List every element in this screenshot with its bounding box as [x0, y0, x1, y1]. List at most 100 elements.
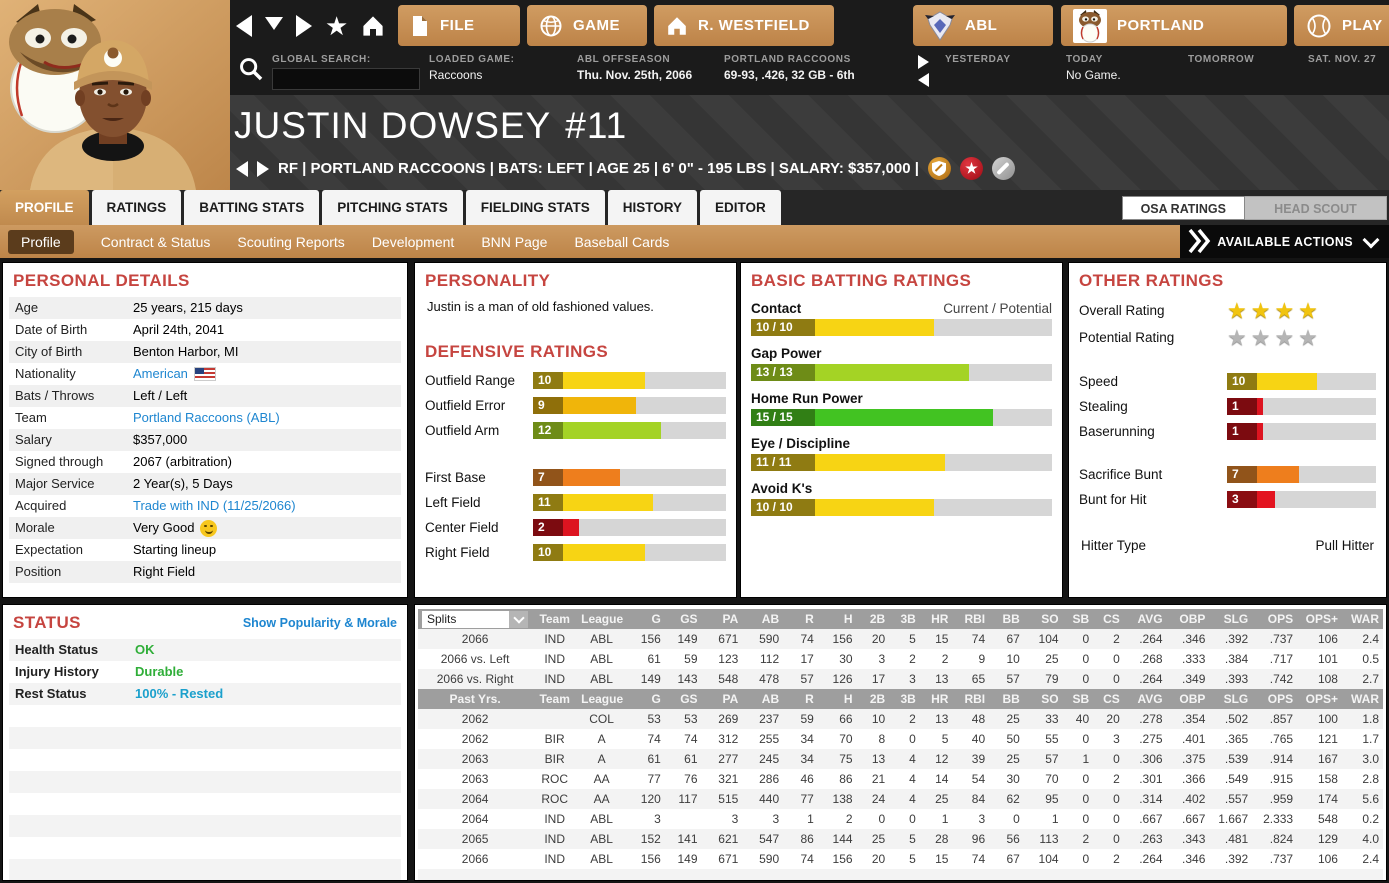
- stats-row-2065-ind[interactable]: 2065 IND ABL 152 141 621 547 86 144 25 5 28 96 56 113 2…: [418, 829, 1383, 849]
- stats-cell: 0: [878, 812, 886, 826]
- tab-pitching-stats[interactable]: PITCHING STATS: [322, 190, 463, 225]
- stats-cell: 56: [989, 829, 1024, 849]
- rating-value-box: 10: [533, 372, 563, 389]
- personality-text: Justin is a man of old fashioned values.: [427, 299, 654, 314]
- rating-bar-speed: 10: [1227, 373, 1376, 390]
- yesterday-column[interactable]: YESTERDAY: [945, 54, 1011, 65]
- tab-profile[interactable]: PROFILE: [0, 190, 89, 225]
- rating-bar-fill: [1257, 398, 1263, 415]
- global-search-input[interactable]: [272, 68, 420, 90]
- forward-icon[interactable]: [296, 15, 312, 37]
- stats-row-2066-vs-right-ind[interactable]: 2066 vs. Right IND ABL 149 143 548 478 57 126 17 3…: [418, 669, 1383, 689]
- subnav-item-scouting-reports[interactable]: Scouting Reports: [237, 233, 345, 250]
- available-actions-button[interactable]: AVAILABLE ACTIONS: [1180, 225, 1389, 258]
- rating-row-speed: Speed 10: [1069, 369, 1386, 394]
- stats-cell: 66: [817, 709, 857, 729]
- stats-cell: .857: [1252, 709, 1298, 729]
- league-status: ABL OFFSEASON Thu. Nov. 25th, 2066: [577, 54, 692, 82]
- menu-button-file[interactable]: FILE: [398, 5, 520, 46]
- rating-bar-gap-power: 13 / 13: [751, 364, 1052, 381]
- stats-row-2064-roc[interactable]: 2064 ROC AA 120 117 515 440 77 138 24 4 25 84 62 95 0 0.…: [418, 789, 1383, 809]
- prev-player-icon[interactable]: [236, 160, 248, 177]
- stats-header-cell-cs: CS: [1093, 689, 1124, 709]
- subnav-item-profile[interactable]: Profile: [8, 229, 74, 254]
- stats-cell: 25: [856, 829, 890, 849]
- flag-canton: [194, 368, 204, 374]
- stats-cell: 269: [701, 709, 743, 729]
- personal-row-value[interactable]: American: [133, 363, 216, 385]
- stats-cell: 75: [817, 749, 857, 769]
- stats-row-2066-ind[interactable]: 2066 IND ABL 156 149 671 590 74 156 20 5 15 74 67 104 0…: [418, 629, 1383, 649]
- stats-cell: 3: [1113, 732, 1120, 746]
- subnav-item-baseball-cards[interactable]: Baseball Cards: [574, 233, 670, 250]
- stats-row-2062-bir[interactable]: 2062 BIR A 74 74 312 255 34 70 8 0 5 40 50 55 0 3 .275 .40…: [418, 729, 1383, 749]
- stats-cell: 3: [878, 652, 886, 666]
- today-column[interactable]: TODAY No Game.: [1066, 54, 1121, 82]
- tab-editor[interactable]: EDITOR: [700, 190, 781, 225]
- rating-value-box: 10 / 10: [751, 319, 815, 336]
- stats-cell: IND: [532, 669, 578, 689]
- personal-value-text[interactable]: Trade with IND (11/25/2066): [133, 498, 296, 513]
- personal-value-text[interactable]: Portland Raccoons (ABL): [133, 410, 280, 425]
- personal-value-text[interactable]: American: [133, 366, 188, 381]
- back-icon[interactable]: [236, 15, 252, 37]
- personal-row-value[interactable]: Trade with IND (11/25/2066): [133, 495, 296, 517]
- stats-cell: 149: [677, 852, 698, 866]
- stats-header-cell-g: G: [626, 689, 665, 709]
- search-icon[interactable]: [238, 56, 264, 82]
- tab-ratings[interactable]: RATINGS: [91, 190, 182, 225]
- menu-button-abl[interactable]: ABL: [913, 5, 1053, 46]
- rating-bar-eye-discipline: 11 / 11: [751, 454, 1052, 471]
- stats-cell: 590: [759, 852, 780, 866]
- head-scout-toggle[interactable]: HEAD SCOUT: [1245, 196, 1387, 220]
- stats-row-2064-ind[interactable]: 2064 IND ABL 3 3 3 1 2 0 0 1 3 0 1 0 0 .667 .667 1.667 2.33…: [418, 809, 1383, 829]
- subnav-item-development[interactable]: Development: [371, 233, 455, 250]
- rating-bar-fill: [815, 499, 934, 516]
- tab-history[interactable]: HISTORY: [607, 190, 698, 225]
- stats-cell: 101: [1317, 652, 1338, 666]
- rating-row-outfield-arm: Outfield Arm 12: [415, 418, 736, 443]
- stats-row-2066-ind[interactable]: 2066 IND ABL 156 149 671 590 74 156 20 5 15 74 67 104 0…: [418, 849, 1383, 869]
- stats-row-2062-col[interactable]: 2062 COL 53 53 269 237 59 66 10 2 13 48 25 33 40 20.278…: [418, 709, 1383, 729]
- stats-cell: 25: [1045, 652, 1059, 666]
- stats-cell: 2066: [461, 852, 489, 866]
- hitter-type-label: Hitter Type: [1081, 538, 1147, 553]
- menu-button-r-westfield[interactable]: R. WESTFIELD: [654, 5, 834, 46]
- stats-cell: A: [577, 749, 627, 769]
- prev-day-icon[interactable]: [918, 73, 929, 87]
- stats-cell: .392: [1209, 629, 1253, 649]
- stats-cell: 2: [1093, 629, 1124, 649]
- menu-button-game[interactable]: GAME: [527, 5, 647, 46]
- splits-dropdown[interactable]: Splits: [422, 610, 529, 628]
- tomorrow-column[interactable]: TOMORROW: [1188, 54, 1254, 65]
- stats-empty-cell: [742, 869, 784, 880]
- personal-row-value: 25 years, 215 days: [133, 297, 243, 319]
- stats-cell: ABL: [577, 629, 627, 649]
- tab-batting-stats[interactable]: BATTING STATS: [184, 190, 320, 225]
- menu-button-play[interactable]: PLAY: [1294, 5, 1389, 46]
- stats-row-2063-bir[interactable]: 2063 BIR A 61 61 277 245 34 75 13 4 12 39 25 57 1 0.306.…: [418, 749, 1383, 769]
- stats-header-cell-rbi: RBI: [952, 609, 990, 629]
- stats-cell: 0.5: [1362, 652, 1379, 666]
- menu-button-portland[interactable]: PORTLAND: [1061, 5, 1287, 46]
- subnav-item-contract-status[interactable]: Contract & Status: [100, 233, 211, 250]
- next-player-icon[interactable]: [257, 160, 269, 177]
- tab-fielding-stats[interactable]: FIELDING STATS: [465, 190, 605, 225]
- subnav-item-bnn-page[interactable]: BNN Page: [481, 233, 548, 250]
- home-icon[interactable]: [361, 14, 385, 38]
- stats-cell: 8: [878, 732, 886, 746]
- show-popularity-morale-link[interactable]: Show Popularity & Morale: [242, 616, 397, 630]
- history-dropdown-icon[interactable]: [265, 16, 283, 30]
- favorites-icon[interactable]: ★: [325, 11, 349, 41]
- stats-cell: 547: [742, 829, 784, 849]
- stats-row-2066-vs-left-ind[interactable]: 2066 vs. Left IND ABL 61 59 123 112 17 30 3 2 2 9 10 2…: [418, 649, 1383, 669]
- stats-cell: .742: [1252, 669, 1298, 689]
- batting-bar-row-contact: 10 / 10: [751, 319, 1052, 336]
- personal-row-value[interactable]: Portland Raccoons (ABL): [133, 407, 280, 429]
- next-day-icon[interactable]: [918, 55, 929, 69]
- osa-ratings-toggle[interactable]: OSA RATINGS: [1121, 196, 1245, 220]
- personal-row-label: Acquired: [15, 498, 67, 513]
- stats-empty-cell: [1209, 869, 1253, 880]
- personal-value-text: Right Field: [133, 564, 196, 579]
- stats-row-2063-roc[interactable]: 2063 ROC AA 77 76 321 286 46 86 21 4 14 54 30 70 0 2 .301…: [418, 769, 1383, 789]
